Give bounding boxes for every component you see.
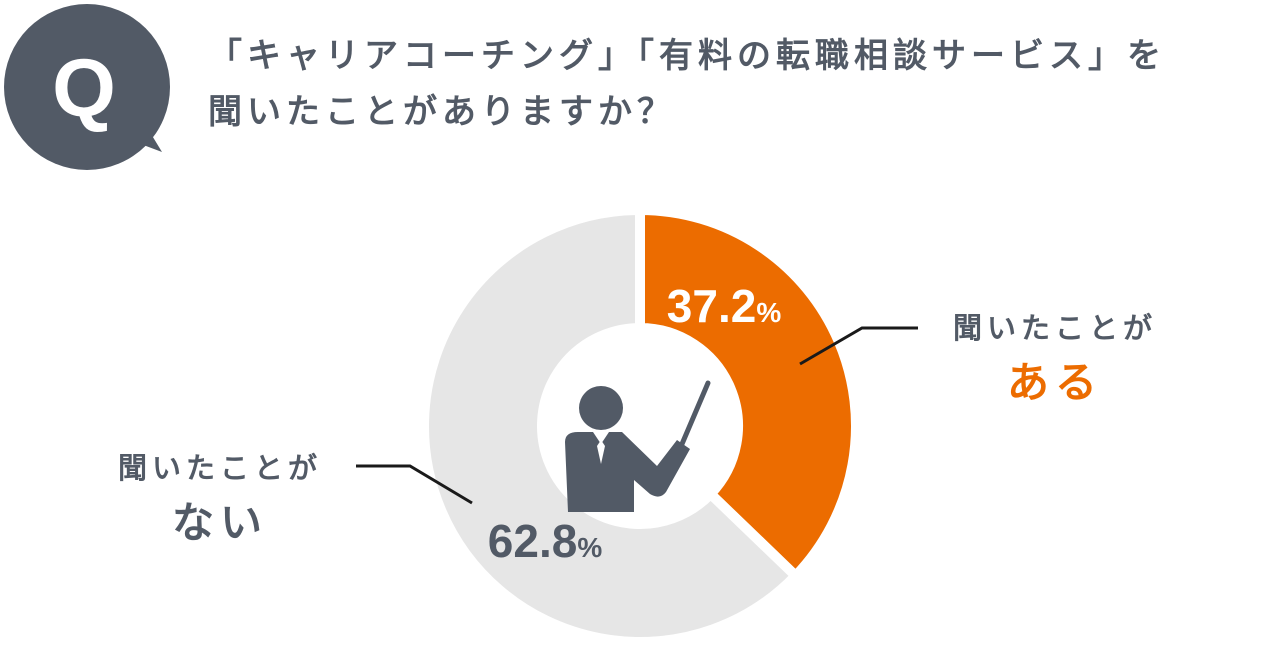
slice-label-no-line1: 聞いたことが	[117, 451, 322, 485]
slice-label-no-line2: ない	[171, 498, 268, 547]
donut-slices	[419, 204, 861, 647]
slice-label-yes-line2: ある	[1006, 358, 1103, 407]
slice-label-yes: 聞いたことが ある	[935, 304, 1175, 414]
question-text: 「キャリアコーチング」「有料の転職相談サービス」を 聞いたことがありますか？	[208, 28, 1166, 140]
value-labels: 37.2% 62.8%	[488, 280, 782, 567]
value-label-yes: 37.2%	[667, 280, 782, 332]
slice-label-no: 聞いたことが ない	[100, 444, 340, 554]
leader-line-yes	[799, 326, 918, 366]
donut-slice-yes	[635, 204, 861, 583]
leader-lines	[356, 326, 918, 505]
q-badge: Q	[4, 4, 170, 170]
q-badge-letter: Q	[52, 43, 116, 134]
question-line-2: 聞いたことがありますか？	[208, 92, 676, 132]
question-line-1: 「キャリアコーチング」「有料の転職相談サービス」を	[208, 36, 1166, 76]
presenter-with-pointer-icon	[565, 380, 711, 512]
slice-label-yes-line1: 聞いたことが	[952, 311, 1157, 345]
value-label-no: 62.8%	[488, 515, 603, 567]
leader-line-no	[356, 464, 473, 505]
